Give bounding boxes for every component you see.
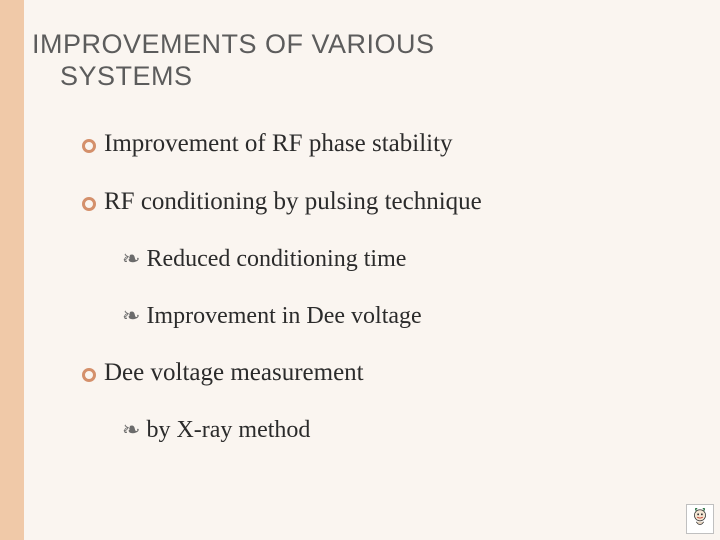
ring-bullet-icon: [82, 139, 96, 153]
bullet-text: by X-ray method: [146, 416, 310, 445]
swirl-bullet-icon: ❧: [122, 419, 140, 441]
slide-title: IMPROVEMENTS OF VARIOUS SYSTEMS: [32, 28, 700, 93]
corner-logo-icon: [686, 504, 714, 534]
title-line-2: SYSTEMS: [32, 61, 193, 91]
slide-content: IMPROVEMENTS OF VARIOUS SYSTEMS Improvem…: [24, 0, 720, 540]
ring-bullet-icon: [82, 197, 96, 211]
bullet-sub-item: ❧ Improvement in Dee voltage: [122, 302, 700, 331]
bullet-item: Dee voltage measurement: [82, 358, 700, 388]
bullet-text: Improvement of RF phase stability: [104, 129, 453, 159]
bullet-text: Reduced conditioning time: [146, 245, 406, 274]
swirl-bullet-icon: ❧: [122, 248, 140, 270]
accent-left-bar: [0, 0, 24, 540]
bullet-text: Improvement in Dee voltage: [146, 302, 421, 331]
swirl-bullet-icon: ❧: [122, 305, 140, 327]
bullet-item: Improvement of RF phase stability: [82, 129, 700, 159]
bullet-sub-item: ❧ by X-ray method: [122, 416, 700, 445]
bullet-item: RF conditioning by pulsing technique: [82, 187, 700, 217]
ring-bullet-icon: [82, 368, 96, 382]
bullet-text: Dee voltage measurement: [104, 358, 364, 388]
bullet-text: RF conditioning by pulsing technique: [104, 187, 482, 217]
bullet-sub-item: ❧ Reduced conditioning time: [122, 245, 700, 274]
title-line-1: IMPROVEMENTS OF VARIOUS: [32, 29, 435, 59]
